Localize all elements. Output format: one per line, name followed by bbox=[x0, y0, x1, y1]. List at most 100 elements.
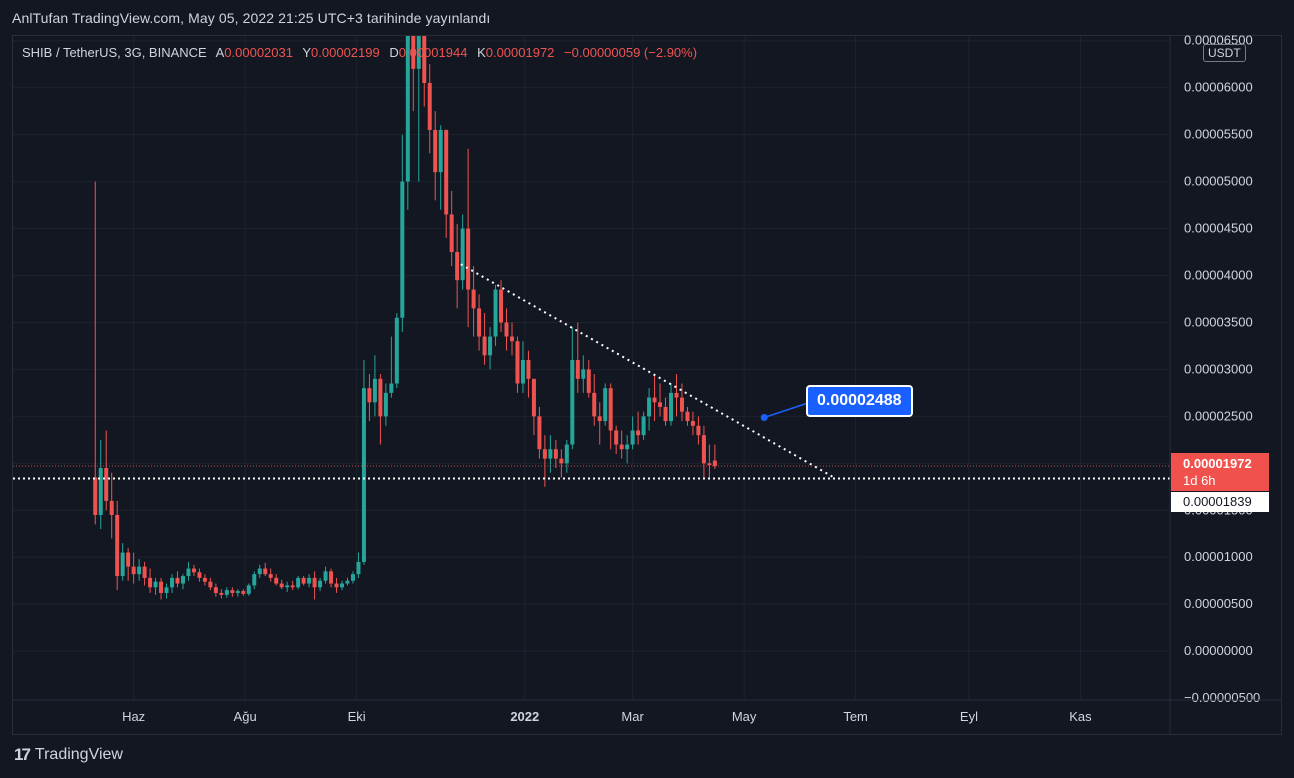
candle-body bbox=[696, 425, 701, 436]
footer-brand[interactable]: 17 TradingView bbox=[14, 745, 123, 765]
candle-body bbox=[701, 435, 706, 464]
y-axis-tick-label: −0.00000500 bbox=[1184, 690, 1260, 705]
legend-high-label: Y bbox=[302, 45, 312, 60]
candle bbox=[482, 313, 487, 365]
legend-symbol[interactable]: SHIB / TetherUS, 3G, BINANCE bbox=[22, 45, 207, 60]
candle-body bbox=[383, 392, 388, 417]
footer-brand-name: TradingView bbox=[34, 746, 123, 763]
grid-lines bbox=[13, 36, 1170, 700]
candle bbox=[279, 579, 284, 590]
candle bbox=[701, 425, 706, 478]
candle bbox=[301, 576, 306, 586]
candle-body bbox=[641, 416, 646, 436]
candle bbox=[120, 543, 125, 581]
candle bbox=[509, 322, 514, 356]
ohlc-legend: SHIB / TetherUS, 3G, BINANCE A0.00002031… bbox=[22, 45, 697, 60]
candle bbox=[372, 355, 377, 417]
candle-body bbox=[361, 388, 366, 562]
candle bbox=[109, 472, 114, 539]
x-axis-tick-label: Ağu bbox=[234, 709, 257, 724]
candle-body bbox=[630, 430, 635, 445]
legend-low-value: 0.00001944 bbox=[398, 45, 468, 60]
candle-body bbox=[137, 566, 142, 575]
candle bbox=[707, 444, 712, 478]
candle bbox=[674, 374, 679, 417]
candle bbox=[493, 284, 498, 346]
candle-body bbox=[636, 430, 641, 436]
candle bbox=[378, 374, 383, 445]
candle bbox=[202, 574, 207, 586]
candle bbox=[581, 355, 586, 393]
candle bbox=[449, 190, 454, 267]
candle bbox=[197, 568, 202, 582]
candle bbox=[630, 416, 635, 450]
candle-body bbox=[197, 572, 202, 578]
candle bbox=[323, 566, 328, 584]
candle bbox=[520, 341, 525, 393]
legend-open-label: A bbox=[215, 45, 225, 60]
candle bbox=[411, 36, 416, 112]
candle-body bbox=[526, 360, 531, 379]
candle-body bbox=[482, 336, 487, 356]
candle-body bbox=[444, 129, 449, 215]
trendline-price-callout[interactable]: 0.00002488 bbox=[806, 385, 913, 417]
candle-body bbox=[400, 181, 405, 318]
candle-body bbox=[537, 416, 542, 450]
candle-body bbox=[707, 463, 712, 466]
candle bbox=[224, 587, 229, 598]
candle bbox=[98, 439, 103, 530]
candle-body bbox=[542, 449, 547, 459]
candle-body bbox=[224, 590, 229, 595]
legend-close-value: 0.00001972 bbox=[485, 45, 555, 60]
y-axis-tick-label: 0.00002500 bbox=[1184, 408, 1253, 423]
candle bbox=[575, 322, 580, 393]
candle-body bbox=[356, 561, 361, 575]
candle-body bbox=[307, 577, 312, 584]
candle-body bbox=[531, 378, 536, 417]
candle-body bbox=[416, 36, 421, 69]
candle bbox=[400, 134, 405, 332]
candle-body bbox=[235, 591, 240, 593]
candle-body bbox=[213, 587, 218, 593]
candle-body bbox=[159, 581, 164, 593]
candle-body bbox=[329, 571, 334, 584]
candle-body bbox=[603, 388, 608, 422]
candle-body bbox=[679, 397, 684, 412]
candle-body bbox=[104, 468, 109, 501]
candle-body bbox=[614, 430, 619, 445]
candle-body bbox=[219, 592, 224, 595]
x-axis-tick-label: May bbox=[732, 709, 757, 724]
candle-body bbox=[252, 574, 257, 586]
candle-body bbox=[669, 392, 674, 422]
candle bbox=[537, 406, 542, 459]
candle bbox=[712, 444, 717, 469]
candle bbox=[345, 577, 350, 586]
y-axis-tick-label: 0.00003000 bbox=[1184, 361, 1253, 376]
legend-low-label: D bbox=[389, 45, 399, 60]
x-axis-tick-label: Eyl bbox=[960, 709, 978, 724]
candle bbox=[394, 313, 399, 389]
callout-connector bbox=[763, 402, 809, 419]
candle-body bbox=[586, 369, 591, 393]
candle bbox=[246, 583, 251, 596]
candle bbox=[93, 181, 98, 525]
candle bbox=[153, 577, 158, 595]
legend-high-value: 0.00002199 bbox=[311, 45, 380, 60]
candle-body bbox=[164, 587, 169, 593]
currency-badge[interactable]: USDT bbox=[1203, 44, 1246, 62]
y-axis-tick-label: 0.00004000 bbox=[1184, 267, 1253, 282]
candle-body bbox=[460, 228, 465, 281]
candle-body bbox=[690, 421, 695, 426]
candle-body bbox=[389, 383, 394, 393]
candle bbox=[592, 374, 597, 426]
candle bbox=[367, 374, 372, 422]
candle bbox=[175, 571, 180, 588]
y-axis-tick-label: 0.00001000 bbox=[1184, 549, 1253, 564]
candle bbox=[488, 327, 493, 370]
candle-body bbox=[318, 580, 323, 588]
candle bbox=[438, 125, 443, 210]
candle bbox=[159, 577, 164, 600]
candle bbox=[170, 574, 175, 593]
candle bbox=[164, 583, 169, 599]
